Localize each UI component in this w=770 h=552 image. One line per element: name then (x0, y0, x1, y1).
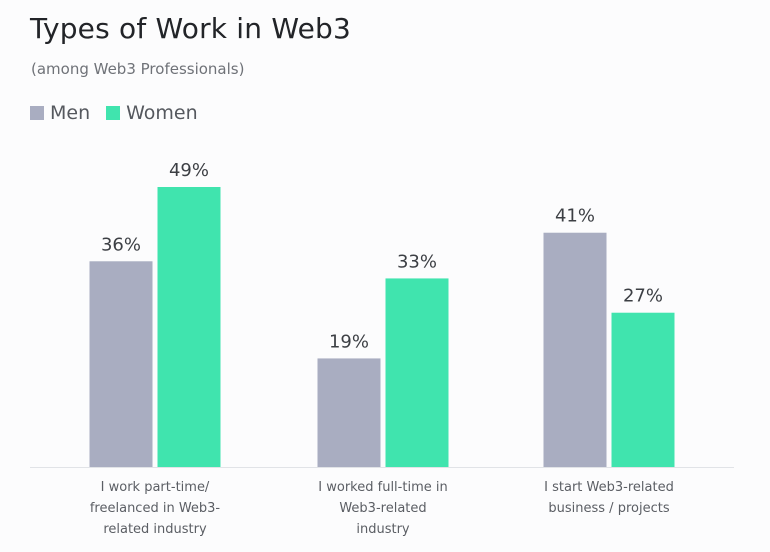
bar-women-3 (611, 312, 675, 467)
bar-label-men-1: 36% (101, 234, 141, 255)
category-label-line: I start Web3-related (544, 480, 674, 495)
bar-men-1 (89, 261, 153, 467)
bar-men-3 (543, 232, 607, 467)
chart-title: Types of Work in Web3 (30, 12, 351, 45)
bar-women-2 (385, 278, 449, 467)
legend-label-women: Women (126, 102, 198, 124)
legend-swatch-men (30, 106, 44, 120)
bar-label-men-3: 41% (555, 206, 595, 227)
category-label-line: I work part-time/ (101, 480, 210, 495)
bar-label-women-1: 49% (169, 160, 209, 181)
category-label-line: freelanced in Web3- (90, 501, 221, 516)
category-label-line: related industry (103, 522, 207, 537)
category-label-2: I worked full-time in Web3-related industr… (318, 480, 447, 537)
bar-men-2 (317, 358, 381, 467)
bar-label-women-2: 33% (397, 251, 437, 272)
legend-item-men: Men (30, 102, 90, 124)
legend: Men Women (30, 102, 214, 124)
chart-subtitle: (among Web3 Professionals) (31, 60, 245, 78)
legend-label-men: Men (50, 102, 91, 124)
category-label-line: business / projects (548, 501, 669, 516)
category-label-line: I worked full-time in (318, 480, 447, 495)
category-label-3: I start Web3-related business / projects (544, 480, 674, 516)
bar-label-women-3: 27% (623, 286, 663, 307)
category-label-line: industry (356, 522, 410, 537)
bar-label-men-2: 19% (329, 331, 369, 352)
category-label-line: Web3-related (339, 501, 426, 516)
category-label-1: I work part-time/freelanced in Web3- rela… (90, 480, 221, 537)
bar-women-1 (157, 187, 221, 467)
legend-swatch-women (106, 106, 121, 120)
legend-item-women: Women (106, 102, 198, 124)
